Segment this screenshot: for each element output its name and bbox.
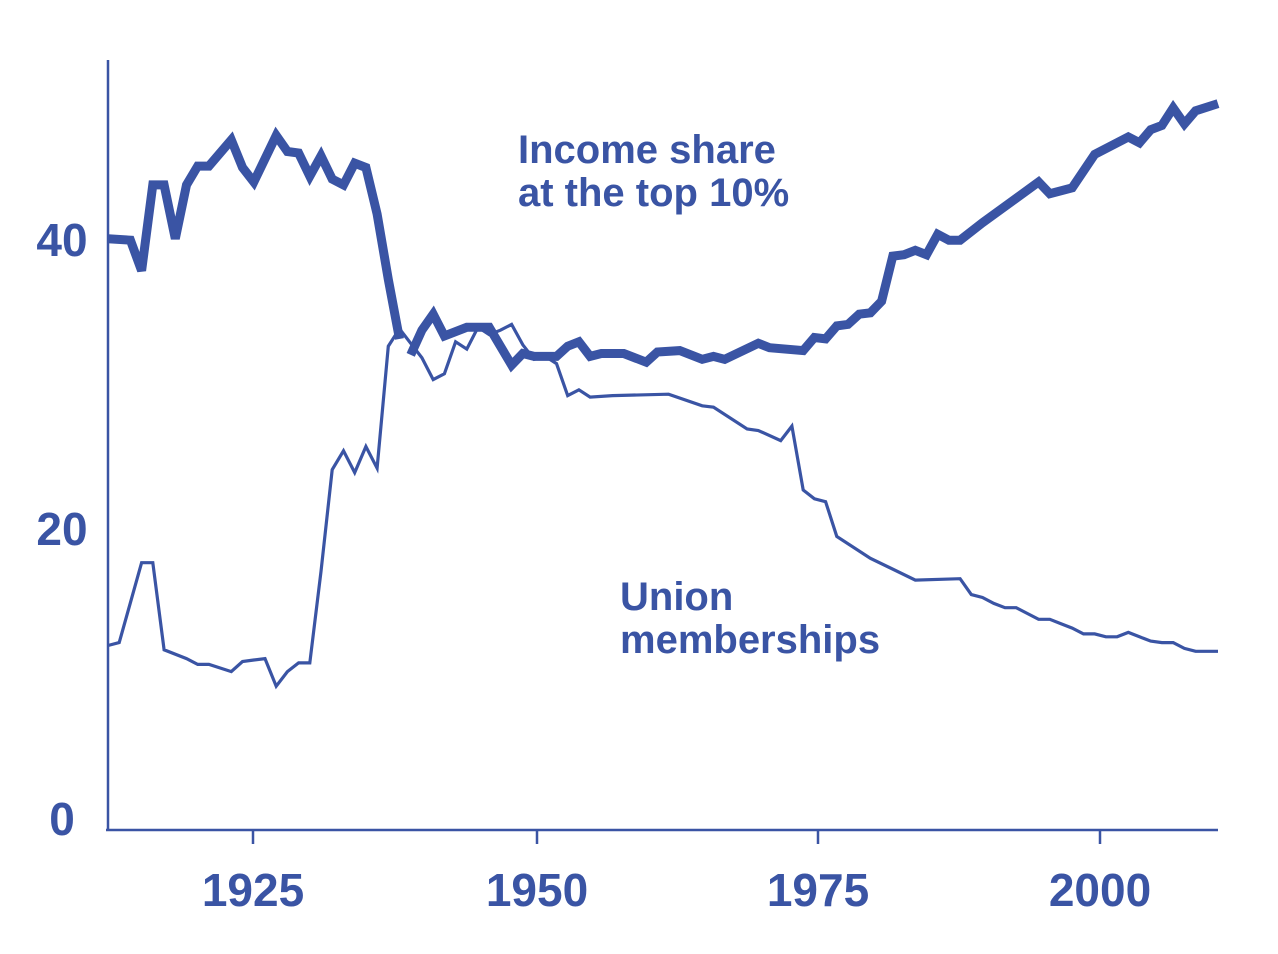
- x-tick-label-1975: 1975: [767, 864, 869, 916]
- x-axis-ticks: 1925 1950 1975 2000: [202, 830, 1151, 916]
- income-share-label-line-1: Income share: [518, 128, 776, 172]
- union-label-line-2: memberships: [620, 618, 880, 662]
- union-label-line-1: Union: [620, 575, 733, 619]
- income-share-line-segment-1: [107, 126, 404, 340]
- axes: [106, 60, 1218, 832]
- y-tick-label-40: 40: [36, 214, 87, 266]
- series-layer: [107, 99, 1220, 690]
- y-tick-label-20: 20: [36, 503, 87, 555]
- y-tick-label-0: 0: [49, 793, 75, 845]
- x-tick-label-1925: 1925: [202, 864, 304, 916]
- series-union-membership: [107, 322, 1218, 690]
- x-tick-label-1950: 1950: [486, 864, 588, 916]
- income-share-label-line-2: at the top 10%: [518, 171, 789, 215]
- x-tick-label-2000: 2000: [1049, 864, 1151, 916]
- y-axis-tick-labels: 0 20 40: [36, 214, 87, 845]
- series-labels: Income share at the top 10% Union member…: [518, 128, 880, 662]
- union-membership-line-segment-1: [107, 322, 1218, 690]
